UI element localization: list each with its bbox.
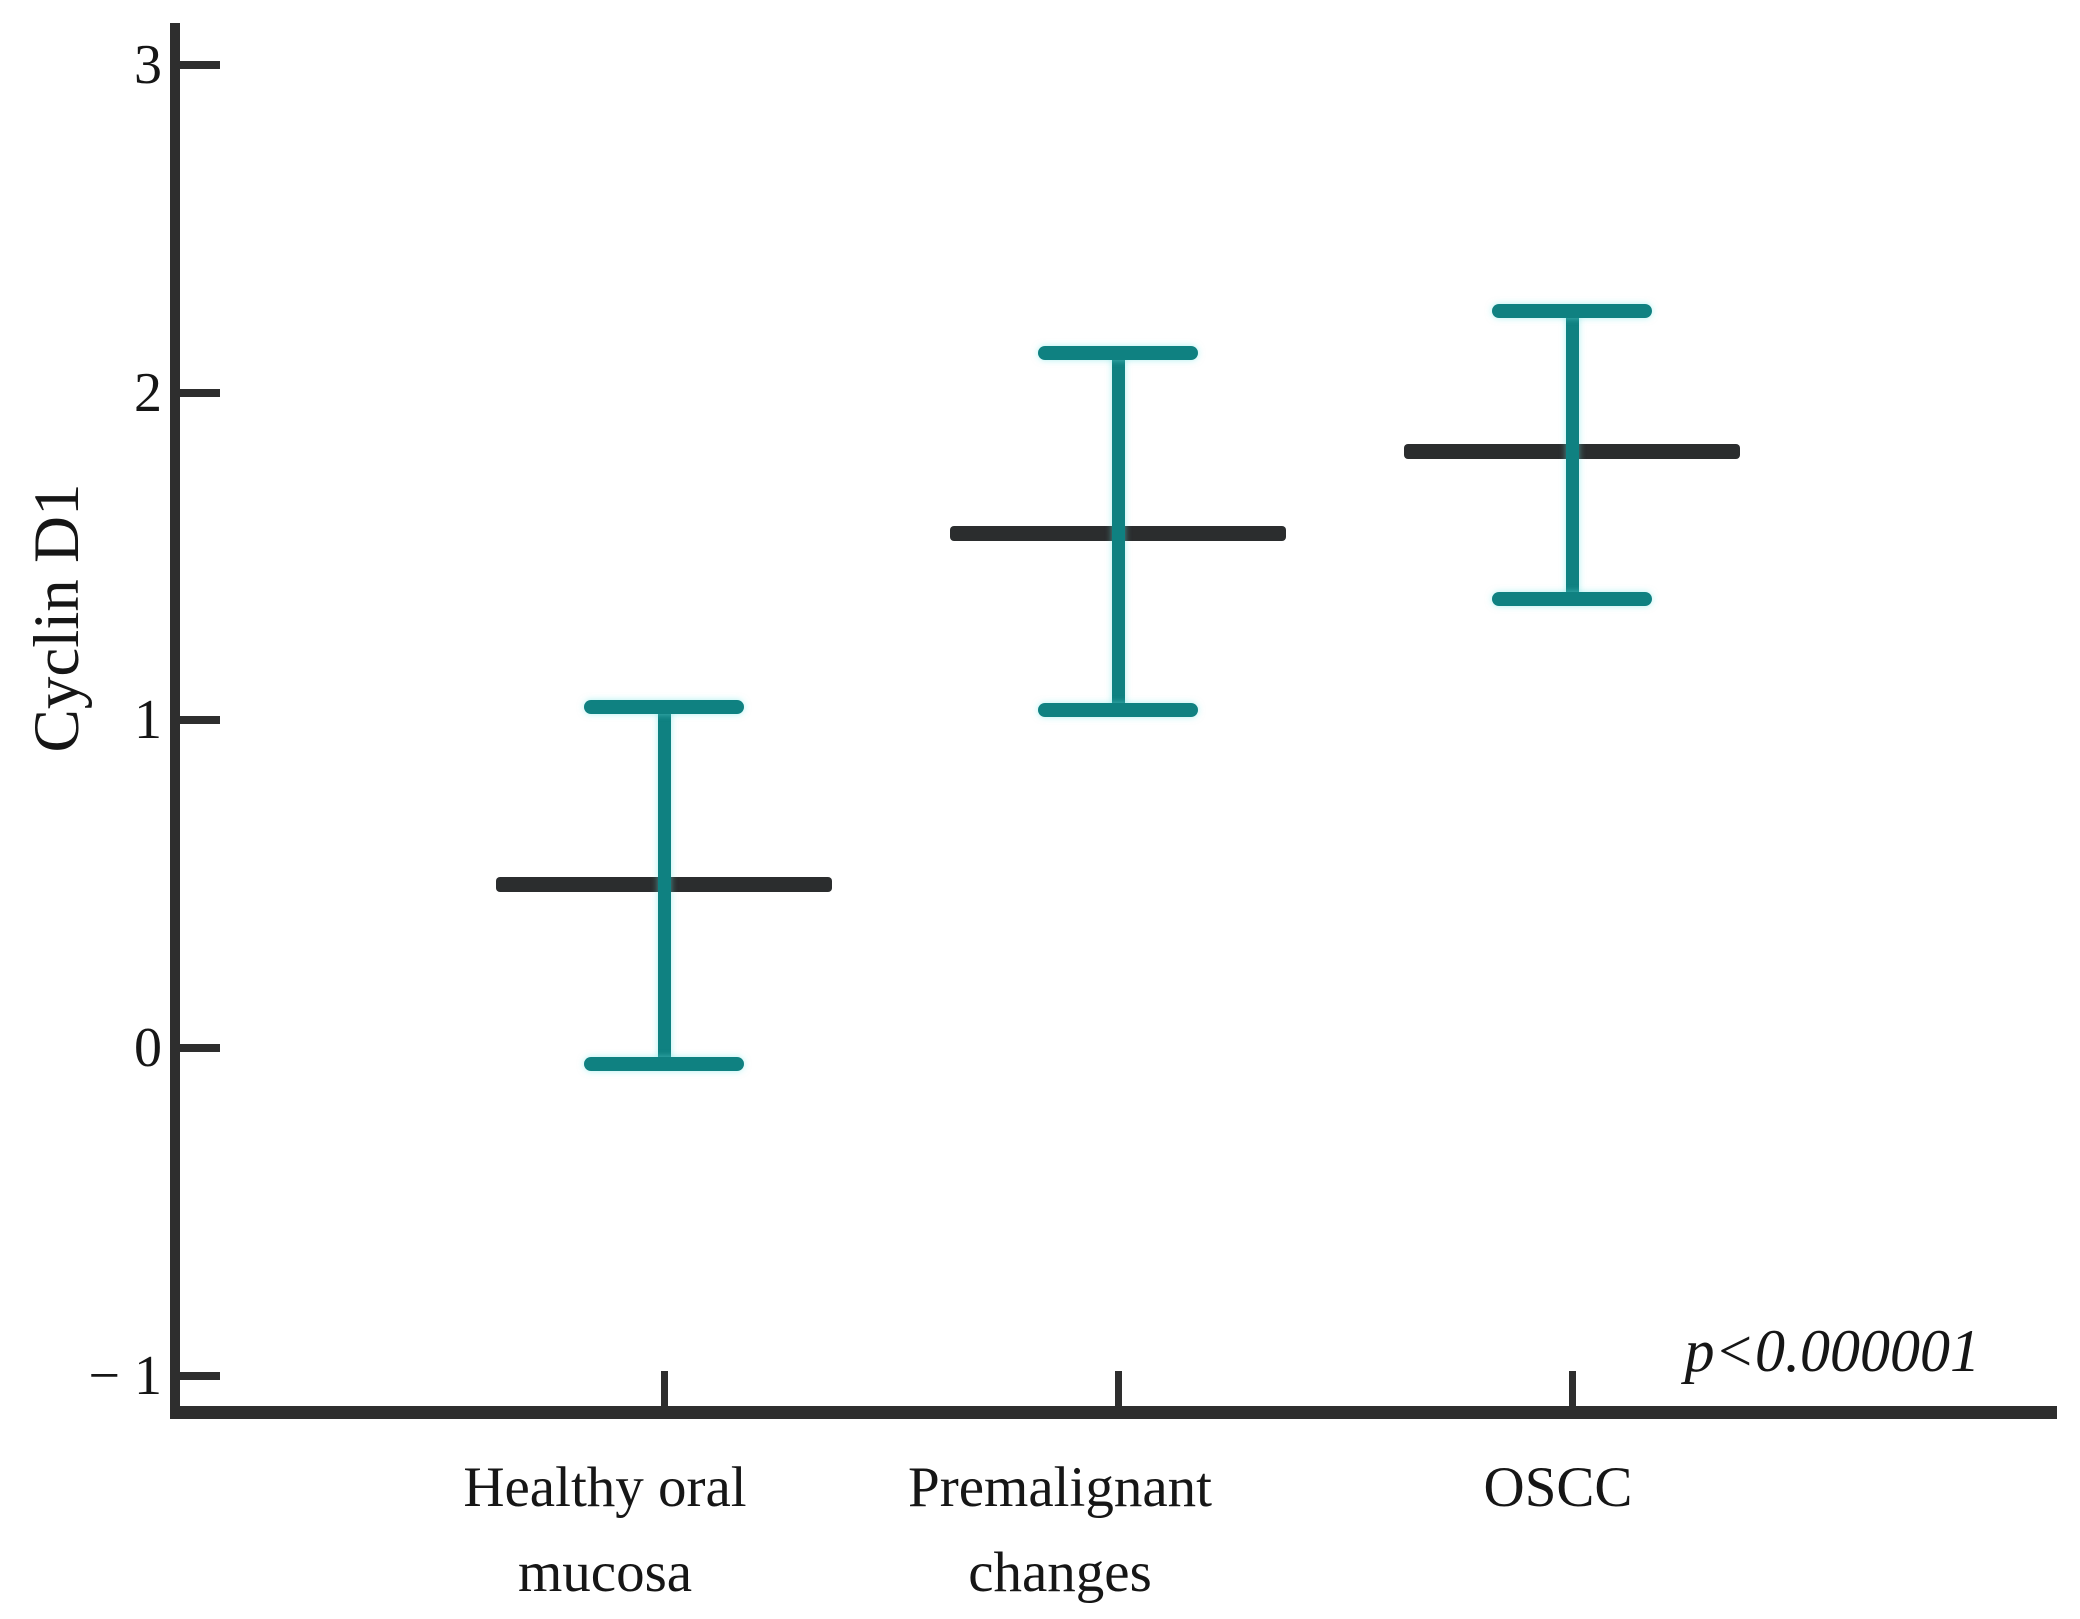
y-tick [180, 60, 220, 69]
y-tick [180, 716, 220, 725]
error-bar-cap-top [1492, 303, 1652, 318]
x-category-label-line: OSCC [1483, 1456, 1633, 1519]
x-category-label: Premalignant changes [800, 1445, 1320, 1615]
y-tick-label: 2 [134, 361, 162, 424]
y-tick-label: 3 [134, 33, 162, 96]
y-tick-label: − 1 [88, 1344, 162, 1407]
x-category-label-line: Premalignant [908, 1456, 1212, 1519]
x-axis-line [170, 1406, 2057, 1419]
error-bar-cap-bottom [1492, 592, 1652, 607]
error-bar-stem [1111, 353, 1125, 711]
x-category-label: OSCC [1298, 1445, 1818, 1530]
y-tick-label: 1 [134, 689, 162, 752]
x-tick [1568, 1371, 1576, 1406]
y-tick [180, 1371, 220, 1380]
error-bar-cap-bottom [584, 1057, 744, 1072]
x-category-label-line: Healthy oral [463, 1456, 747, 1519]
x-category-label-line: mucosa [517, 1541, 693, 1604]
error-bar-stem [1565, 310, 1579, 600]
error-bar-cap-top [584, 700, 744, 715]
x-tick [1114, 1371, 1122, 1406]
error-bar-cap-bottom [1038, 703, 1198, 718]
error-bar-stem [657, 707, 671, 1065]
x-category-label-line: changes [968, 1541, 1152, 1604]
y-tick [180, 1044, 220, 1052]
error-bar-cap-top [1038, 346, 1198, 361]
y-tick-label: 0 [134, 1017, 162, 1079]
x-tick [660, 1371, 668, 1406]
y-axis-line [170, 23, 180, 1419]
p-value-annotation: p<0.000001 [1684, 1318, 1981, 1384]
x-category-label: Healthy oral mucosa [345, 1445, 865, 1615]
y-tick [180, 388, 220, 397]
